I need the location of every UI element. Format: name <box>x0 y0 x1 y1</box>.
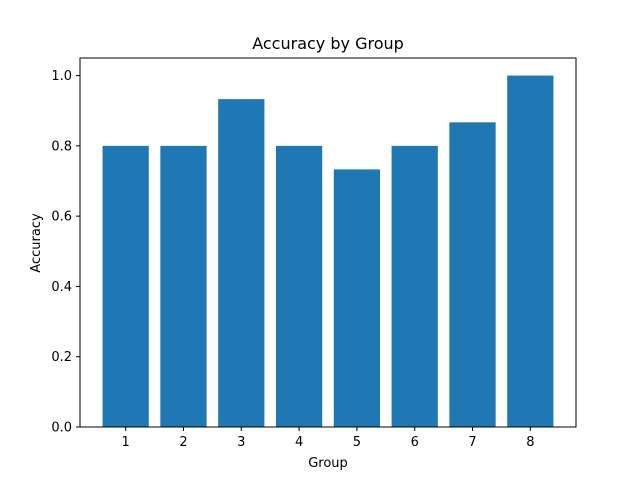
x-tick-label: 4 <box>295 435 303 450</box>
bar-group-7 <box>449 122 496 427</box>
x-tick-label: 6 <box>411 435 419 450</box>
x-tick-label: 7 <box>468 435 476 450</box>
bar-group-6 <box>391 145 438 427</box>
y-tick-label: 1.0 <box>51 69 72 84</box>
y-tick-label: 0.2 <box>51 350 72 365</box>
chart-title: Accuracy by Group <box>252 34 404 53</box>
axes-layer <box>79 57 577 428</box>
y-tick-label: 0.8 <box>51 139 72 154</box>
y-axis-label: Accuracy <box>29 213 44 273</box>
y-tick-label: 0.4 <box>51 280 72 295</box>
bar-group-5 <box>333 169 381 427</box>
bar-group-1 <box>102 145 149 427</box>
x-tick-label: 1 <box>122 435 130 450</box>
bar-group-2 <box>160 145 207 427</box>
x-tick-label: 8 <box>526 435 534 450</box>
x-tick-label: 5 <box>353 435 361 450</box>
y-tick-label: 0.0 <box>51 421 72 436</box>
x-tick-label: 2 <box>179 435 187 450</box>
plot-frame <box>79 57 577 428</box>
bar-group-4 <box>275 145 323 427</box>
x-tick-label: 3 <box>237 435 245 450</box>
y-tick-label: 0.6 <box>51 210 72 225</box>
y-axis-ticks: 0.0 0.2 0.4 0.6 0.8 1.0 <box>51 69 80 436</box>
bar-group-3 <box>218 99 265 428</box>
x-axis-label: Group <box>308 456 348 471</box>
bar-group-8 <box>507 75 554 428</box>
bars-layer <box>102 75 554 428</box>
x-axis-ticks: 1 2 3 4 5 6 7 8 <box>122 427 534 450</box>
